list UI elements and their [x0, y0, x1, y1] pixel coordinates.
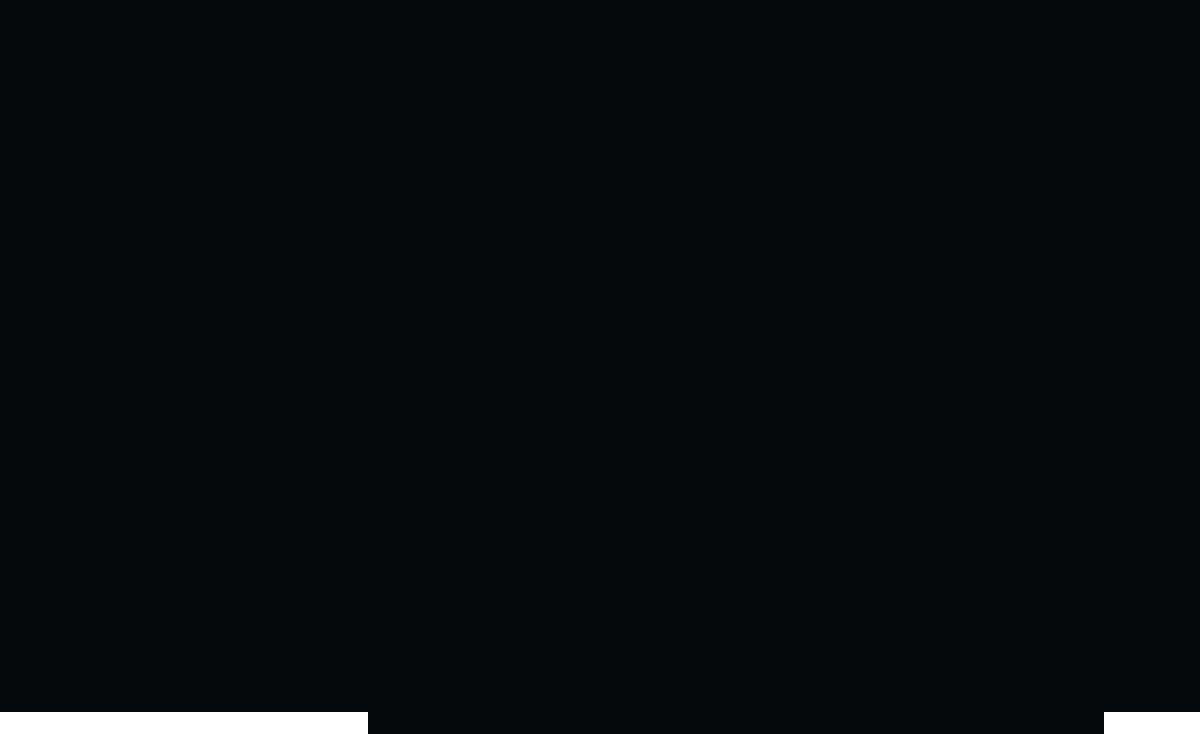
bottom-gutter-left: [0, 712, 368, 734]
main-dark-surface[interactable]: [0, 0, 1200, 712]
bottom-gutter-right: [1104, 712, 1200, 734]
content-area[interactable]: [0, 0, 1200, 712]
bottom-dark-column[interactable]: [368, 712, 1104, 734]
